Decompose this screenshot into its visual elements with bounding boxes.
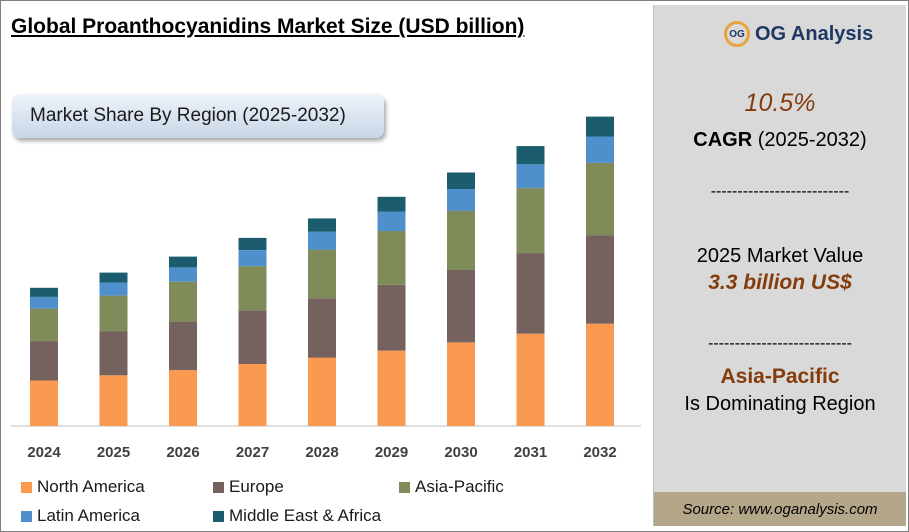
bar-segment-latin-america-2025	[99, 282, 128, 296]
bar-segment-asia-pacific-2032	[586, 163, 614, 236]
x-tick-label: 2024	[27, 444, 61, 461]
legend-item-north-america: North America	[21, 477, 145, 497]
bar-segment-europe-2028	[308, 298, 336, 358]
x-tick-label: 2029	[375, 444, 408, 461]
bar-segment-north-america-2025	[99, 375, 128, 426]
bar-segment-north-america-2027	[238, 364, 267, 426]
dominating-region-label: Is Dominating Region	[684, 393, 876, 415]
legend-label: Middle East & Africa	[229, 506, 382, 525]
bar-chart: 2024 2025 2026 2027 2028 2029 2030 2031 2032	[11, 116, 641, 461]
bar-segment-asia-pacific-2028	[308, 249, 336, 299]
bar-segment-latin-america-2027	[238, 250, 267, 267]
bar-segment-north-america-2026	[169, 370, 197, 426]
bar-segment-middle-east-africa-2027	[238, 237, 267, 250]
bar-segment-middle-east-africa-2026	[169, 256, 197, 268]
bar-segment-asia-pacific-2025	[99, 295, 128, 332]
x-tick-label: 2026	[166, 444, 199, 461]
cagr-label: CAGR (2025-2032)	[654, 129, 906, 152]
x-tick-label: 2031	[514, 444, 547, 461]
legend-label: Europe	[229, 477, 284, 496]
legend-item-europe: Europe	[213, 477, 284, 497]
bar-segment-asia-pacific-2029	[377, 231, 406, 285]
legend-label: Latin America	[37, 506, 140, 525]
market-value-label: 2025 Market Value	[696, 245, 864, 267]
bar-segment-middle-east-africa-2029	[377, 196, 406, 212]
og-analysis-logo: OG OG Analysis	[724, 21, 873, 47]
summary-panel: OG OG Analysis 10.5% CAGR (2025-2032) --…	[653, 5, 906, 526]
logo-icon: OG	[724, 21, 750, 47]
bar-segment-latin-america-2029	[377, 211, 406, 231]
bar-segment-latin-america-2031	[516, 164, 545, 189]
legend-item-middle-east-africa: Middle East & Africa	[213, 506, 381, 526]
bar-segment-asia-pacific-2026	[169, 281, 197, 322]
bar-segment-europe-2027	[238, 310, 267, 364]
bar-segment-middle-east-africa-2024	[30, 287, 58, 297]
bar-segment-middle-east-africa-2031	[516, 146, 545, 165]
legend-swatch	[213, 510, 224, 522]
bar-segment-middle-east-africa-2030	[447, 172, 475, 189]
legend-swatch	[399, 481, 410, 493]
bar-segment-north-america-2032	[586, 323, 614, 426]
bar-segment-asia-pacific-2024	[30, 308, 58, 342]
divider: --------------------------	[710, 183, 850, 200]
bar-segment-europe-2032	[586, 235, 614, 324]
x-tick-label: 2032	[583, 444, 616, 461]
legend-swatch	[21, 510, 32, 522]
x-tick-label: 2030	[444, 444, 477, 461]
chart-subtitle: Market Share By Region (2025-2032)	[30, 105, 346, 126]
legend-label: North America	[37, 477, 145, 496]
bar-segment-latin-america-2024	[30, 296, 58, 309]
legend-item-latin-america: Latin America	[21, 506, 140, 526]
bar-segment-latin-america-2032	[586, 136, 614, 163]
cagr-word: CAGR	[693, 129, 753, 151]
bar-segment-asia-pacific-2027	[238, 266, 267, 311]
bar-segment-europe-2031	[516, 253, 545, 334]
bar-segment-middle-east-africa-2028	[308, 218, 336, 232]
x-tick-label: 2028	[305, 444, 338, 461]
bar-segment-north-america-2028	[308, 357, 336, 426]
legend-swatch	[213, 481, 224, 493]
bar-segment-north-america-2030	[447, 342, 475, 426]
bar-segment-latin-america-2030	[447, 189, 475, 211]
market-value: 3.3 billion US$	[708, 271, 852, 294]
bar-segment-europe-2030	[447, 270, 475, 343]
legend: North America Europe Asia-Pacific Latin …	[21, 475, 641, 531]
bar-segment-middle-east-africa-2025	[99, 272, 128, 283]
bar-segment-north-america-2024	[30, 380, 58, 426]
bar-segment-europe-2025	[99, 331, 128, 376]
bar-segment-north-america-2031	[516, 333, 545, 426]
legend-item-asia-pacific: Asia-Pacific	[399, 477, 504, 497]
bar-segment-europe-2024	[30, 341, 58, 381]
cagr-value: 10.5%	[744, 89, 816, 117]
cagr-period: (2025-2032)	[752, 129, 867, 151]
source-text: Source: www.oganalysis.com	[682, 501, 878, 518]
x-tick-label: 2027	[236, 444, 269, 461]
bar-segment-asia-pacific-2031	[516, 188, 545, 254]
x-tick-label: 2025	[97, 444, 130, 461]
divider: ---------------------------	[708, 335, 852, 352]
bar-segment-europe-2026	[169, 321, 197, 371]
bar-segment-middle-east-africa-2032	[586, 116, 614, 137]
legend-swatch	[21, 481, 32, 493]
dominating-region: Asia-Pacific	[720, 365, 840, 388]
bar-segment-latin-america-2028	[308, 231, 336, 250]
source-bar: Source: www.oganalysis.com	[654, 492, 906, 526]
bar-segment-europe-2029	[377, 284, 406, 351]
bar-segment-north-america-2029	[377, 350, 406, 426]
legend-label: Asia-Pacific	[415, 477, 504, 496]
bar-segment-latin-america-2026	[169, 267, 197, 282]
subtitle-box: Market Share By Region (2025-2032)	[12, 94, 384, 138]
logo-text: OG Analysis	[755, 22, 874, 45]
chart-title: Global Proanthocyanidins Market Size (US…	[11, 15, 525, 38]
bar-segment-asia-pacific-2030	[447, 210, 475, 270]
